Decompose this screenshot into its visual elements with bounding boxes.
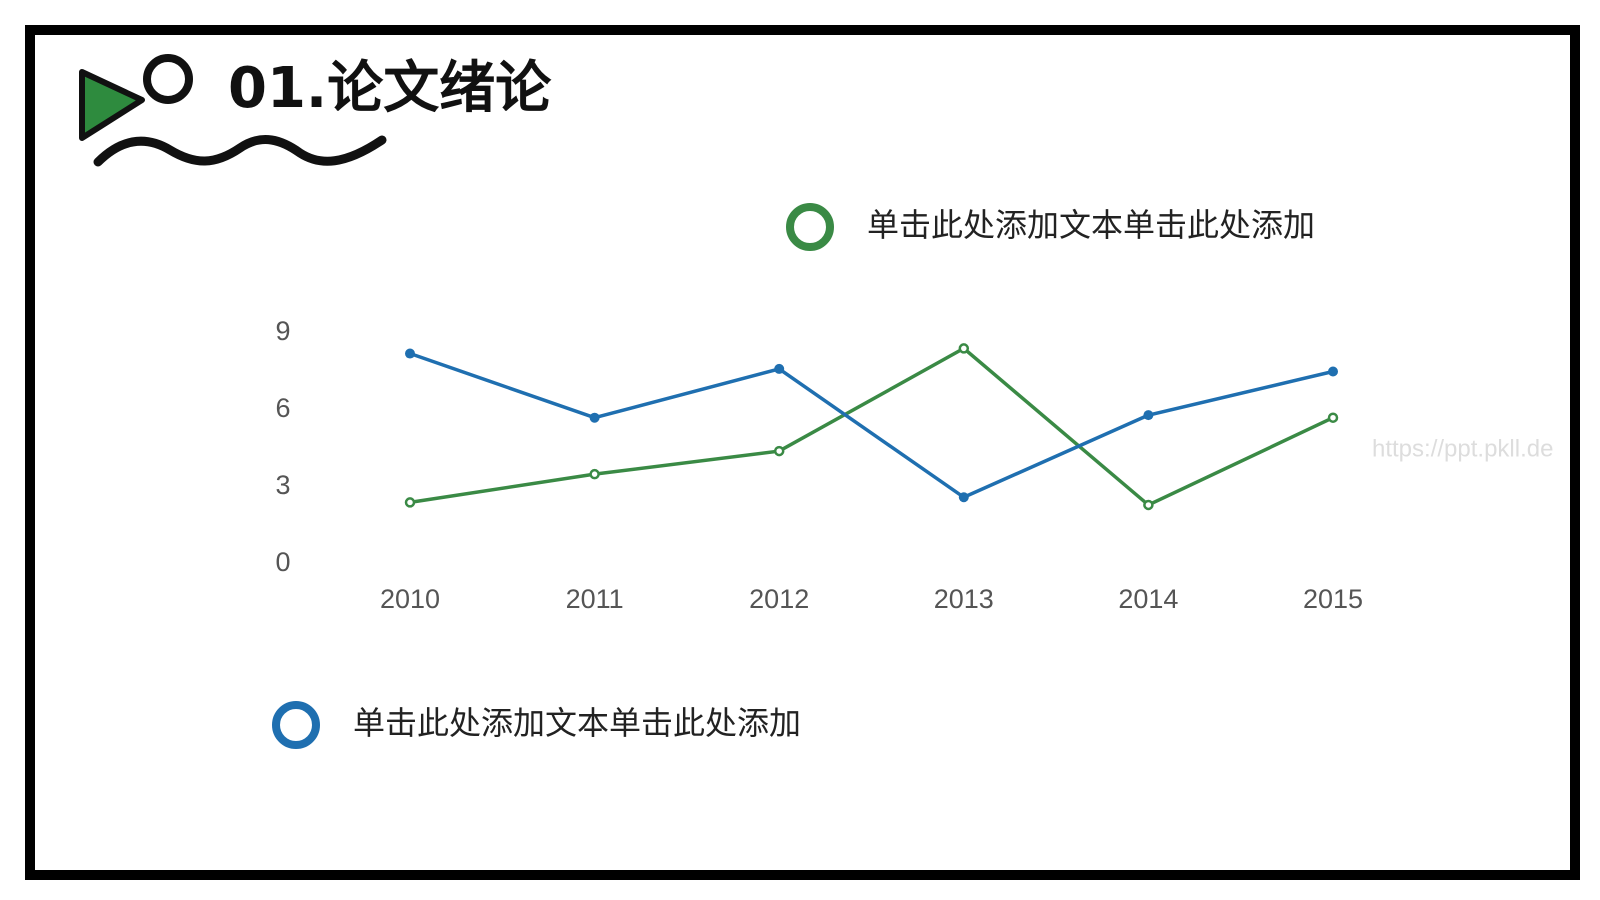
legend-marker [786,203,834,251]
chart-title: 01.论文绪论 [228,56,552,121]
data-point [1143,499,1154,511]
legend-label: 单击此处添加文本单击此处添加 [867,206,1315,244]
x-tick-label: 2014 [1118,584,1178,614]
data-point [405,348,415,359]
data-point [1328,366,1338,377]
y-tick-label: 0 [275,547,290,577]
legend-label: 单击此处添加文本单击此处添加 [353,704,801,742]
wave-icon [93,135,387,167]
x-tick-label: 2015 [1303,584,1363,614]
data-point [774,363,785,374]
data-point [404,497,416,508]
data-point [589,468,600,480]
triangle-icon [79,69,145,141]
x-tick-label: 2012 [749,584,809,614]
series-line [409,351,1334,500]
data-point [958,343,970,354]
y-tick-label: 3 [275,470,290,500]
legend-marker [272,701,320,749]
x-tick-label: 2013 [934,584,994,614]
data-point [1327,412,1339,423]
series-line [409,346,1334,508]
circle-icon [143,54,193,104]
x-tick-label: 2011 [566,584,624,614]
x-tick-label: 2010 [380,584,440,614]
data-point [589,412,600,423]
y-tick-label: 6 [275,393,290,423]
watermark: https://ppt.pkll.de [1372,435,1553,462]
frame [25,25,1580,880]
y-tick-label: 9 [275,316,290,346]
data-point [1143,410,1154,421]
data-point [958,492,969,503]
data-point [773,445,785,457]
